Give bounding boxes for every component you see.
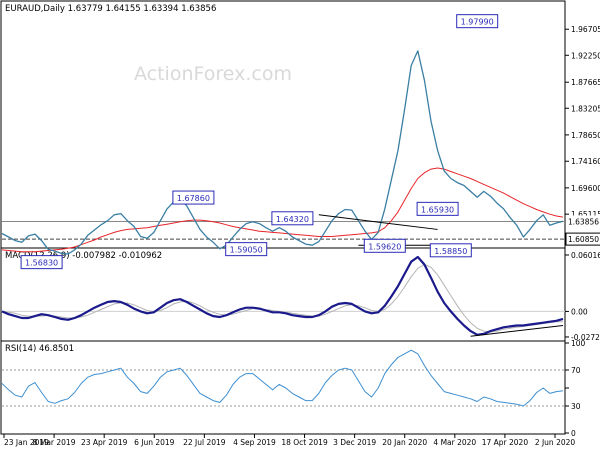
x-tick-label: 2 Jun 2020 xyxy=(535,438,576,447)
x-tick-label: 22 Jul 2019 xyxy=(183,438,226,447)
x-tick-label: 8 Mar 2019 xyxy=(33,438,76,447)
x-tick-label: 4 Sep 2019 xyxy=(233,438,276,447)
price-y-tick-label: 1.74160 xyxy=(571,157,600,166)
price-series-close xyxy=(1,50,564,255)
x-tick-label: 18 Oct 2019 xyxy=(281,438,328,447)
x-tick-label: 20 Jan 2020 xyxy=(382,438,427,447)
price-annotation-box xyxy=(429,243,472,258)
rsi-y-tick-label: 30 xyxy=(571,402,581,411)
price-annotation-box xyxy=(271,211,314,226)
price-y-tick-label: 1.96705 xyxy=(571,25,600,34)
price-series-sma xyxy=(1,167,564,253)
macd-panel-title: MACD(12,26,9) -0.007982 -0.010962 xyxy=(5,251,162,261)
price-annotation-label: 1.67860 xyxy=(177,194,210,203)
price-level-label: 1.63856 xyxy=(568,217,599,226)
price-panel-title: EURAUD,Daily 1.63779 1.64155 1.63394 1.6… xyxy=(5,4,216,14)
rsi-panel-title: RSI(14) 46.8501 xyxy=(5,344,74,354)
price-annotation-box xyxy=(456,14,499,29)
x-tick-label: 6 Jun 2019 xyxy=(134,438,175,447)
price-y-tick-label: 1.83205 xyxy=(571,104,600,113)
price-y-tick-label: 1.87665 xyxy=(571,78,600,87)
price-annotation-label: 1.59050 xyxy=(230,246,263,255)
price-y-tick-label: 1.78650 xyxy=(571,131,600,140)
price-level-label: 1.60850 xyxy=(568,235,599,244)
price-annotation-box xyxy=(172,190,215,205)
rsi-series-rsi xyxy=(1,349,564,407)
macd-y-tick-label: 0.060165 xyxy=(571,251,600,260)
rsi-y-tick-label: 0 xyxy=(571,429,576,438)
price-annotation-label: 1.58850 xyxy=(434,247,467,256)
macd-y-tick-label: -0.02725 xyxy=(571,333,600,342)
macd-trendline xyxy=(470,324,564,337)
price-annotation-label: 1.59620 xyxy=(368,242,401,251)
price-trendline xyxy=(318,214,438,230)
price-annotation-box xyxy=(20,255,63,270)
x-tick-label: 23 Apr 2019 xyxy=(81,438,128,447)
x-tick-label: 23 Jan 2019 xyxy=(4,438,49,447)
rsi-y-tick-label: 100 xyxy=(571,339,586,348)
price-level-tag xyxy=(565,232,600,246)
x-tick-label: 3 Dec 2019 xyxy=(333,438,376,447)
price-y-tick-label: 1.65115 xyxy=(571,210,600,219)
price-level-tag xyxy=(566,215,600,228)
price-annotation-box xyxy=(363,238,406,253)
price-y-tick-label: 1.69600 xyxy=(571,184,600,193)
watermark: ActionForex.com xyxy=(134,63,292,85)
price-annotation-label: 1.97990 xyxy=(461,18,494,27)
price-annotation-box xyxy=(225,242,268,257)
x-tick-label: 17 Apr 2020 xyxy=(482,438,529,447)
macd-y-tick-label: 0.00 xyxy=(571,307,588,316)
price-annotation-box xyxy=(416,201,459,216)
rsi-y-tick-label: 70 xyxy=(571,366,581,375)
price-annotation-label: 1.64320 xyxy=(276,215,309,224)
price-annotation-label: 1.56830 xyxy=(25,259,58,268)
price-y-tick-label: 1.92250 xyxy=(571,51,600,60)
macd-series-macd xyxy=(1,255,564,336)
price-annotation-label: 1.65930 xyxy=(421,205,454,214)
x-tick-label: 4 Mar 2020 xyxy=(433,438,476,447)
